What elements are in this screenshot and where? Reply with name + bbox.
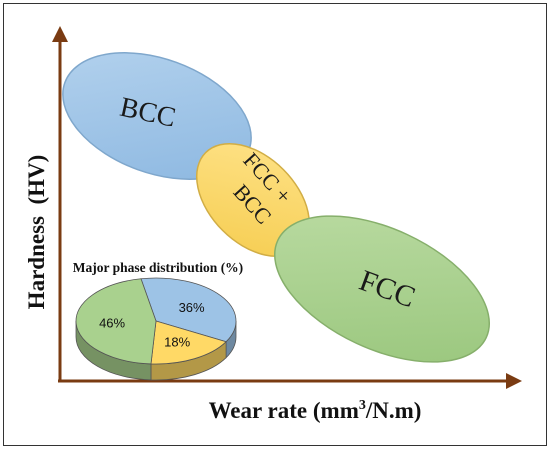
phase-fcc: FCC — [273, 215, 491, 363]
fcc-ellipse — [273, 215, 491, 363]
pie-title: Major phase distribution (%) — [73, 260, 243, 275]
pie-slice-2 — [75, 278, 157, 365]
phase-fcc-bcc: FCC + BCC — [195, 142, 311, 258]
y-axis-arrowhead — [52, 26, 68, 42]
pie-label-1: 18% — [164, 335, 190, 350]
pie-label-2: 46% — [99, 315, 125, 330]
x-axis-arrowhead — [506, 373, 522, 389]
pie-slice-1 — [150, 320, 227, 365]
axes — [52, 26, 522, 389]
pie-slice-0 — [140, 277, 237, 343]
phase-pie-chart: 36% 18% 46% — [75, 277, 237, 381]
x-axis-label: Wear rate (mm3/N.m) — [209, 398, 422, 423]
pie-label-0: 36% — [179, 300, 205, 315]
phase-bcc: BCC — [62, 52, 252, 180]
y-axis-label: Hardness (HV) — [24, 155, 49, 310]
